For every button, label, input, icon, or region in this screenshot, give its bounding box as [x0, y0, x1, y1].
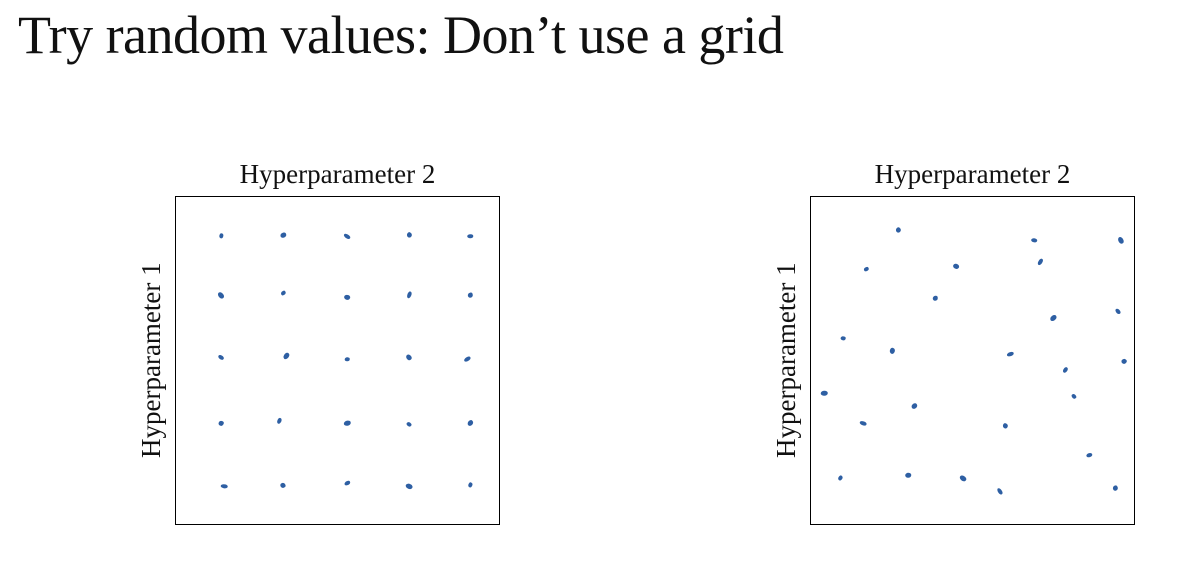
- scatter-point: [1114, 308, 1121, 315]
- random-search-left-axis-label: Hyperparameter 1: [771, 262, 801, 459]
- scatter-point: [405, 421, 412, 428]
- scatter-point: [952, 262, 960, 270]
- scatter-point: [1121, 357, 1128, 364]
- scatter-point: [837, 475, 843, 482]
- scatter-point: [343, 293, 351, 300]
- scatter-point: [276, 417, 283, 425]
- scatter-point: [1001, 422, 1008, 429]
- scatter-point: [863, 266, 869, 272]
- scatter-point: [1030, 237, 1037, 242]
- scatter-point: [1071, 393, 1077, 400]
- scatter-point: [1006, 351, 1014, 357]
- scatter-point: [343, 232, 351, 240]
- scatter-point: [217, 291, 225, 300]
- scatter-point: [404, 482, 413, 490]
- scatter-point: [467, 234, 473, 239]
- scatter-point: [218, 419, 225, 426]
- scatter-point: [467, 481, 473, 488]
- scatter-point: [405, 231, 412, 238]
- scatter-point: [1061, 367, 1068, 374]
- scatter-point: [895, 226, 902, 233]
- scatter-point: [933, 296, 938, 301]
- scatter-point: [1085, 453, 1092, 458]
- scatter-point: [218, 233, 224, 239]
- random-search-plot-area: [810, 196, 1135, 525]
- random-search-top-axis-label: Hyperparameter 2: [874, 159, 1071, 189]
- scatter-point: [904, 472, 911, 478]
- scatter-point: [405, 353, 412, 361]
- scatter-point: [910, 402, 918, 410]
- scatter-point: [344, 356, 350, 361]
- scatter-point: [820, 390, 828, 396]
- scatter-point: [1117, 235, 1125, 244]
- scatter-point: [279, 231, 286, 238]
- scatter-point: [859, 419, 867, 426]
- scatter-point: [217, 354, 225, 361]
- scatter-point: [1049, 314, 1058, 322]
- scatter-point: [220, 484, 228, 489]
- grid-search-top-axis-label: Hyperparameter 2: [239, 159, 436, 189]
- slide-title: Try random values: Don’t use a grid: [18, 5, 784, 65]
- grid-search-left-axis-label: Hyperparameter 1: [136, 262, 166, 459]
- scatter-point: [996, 487, 1004, 495]
- scatter-point: [958, 474, 967, 483]
- scatter-point: [281, 351, 290, 360]
- scatter-point: [462, 355, 471, 362]
- scatter-point: [405, 291, 412, 299]
- scatter-point: [279, 481, 286, 488]
- scatter-point: [343, 419, 351, 426]
- scatter-point: [466, 419, 474, 427]
- grid-search-plot-area: [175, 196, 500, 525]
- scatter-point: [343, 480, 351, 486]
- scatter-point: [840, 335, 846, 340]
- grid-search-chart: Hyperparameter 2 Hyperparameter 1: [136, 159, 500, 525]
- scatter-point: [467, 292, 473, 298]
- scatter-point: [888, 347, 895, 355]
- random-search-chart: Hyperparameter 2 Hyperparameter 1: [771, 159, 1135, 525]
- scatter-point: [279, 290, 286, 297]
- scatter-point: [1111, 484, 1118, 492]
- scatter-point: [1037, 258, 1044, 267]
